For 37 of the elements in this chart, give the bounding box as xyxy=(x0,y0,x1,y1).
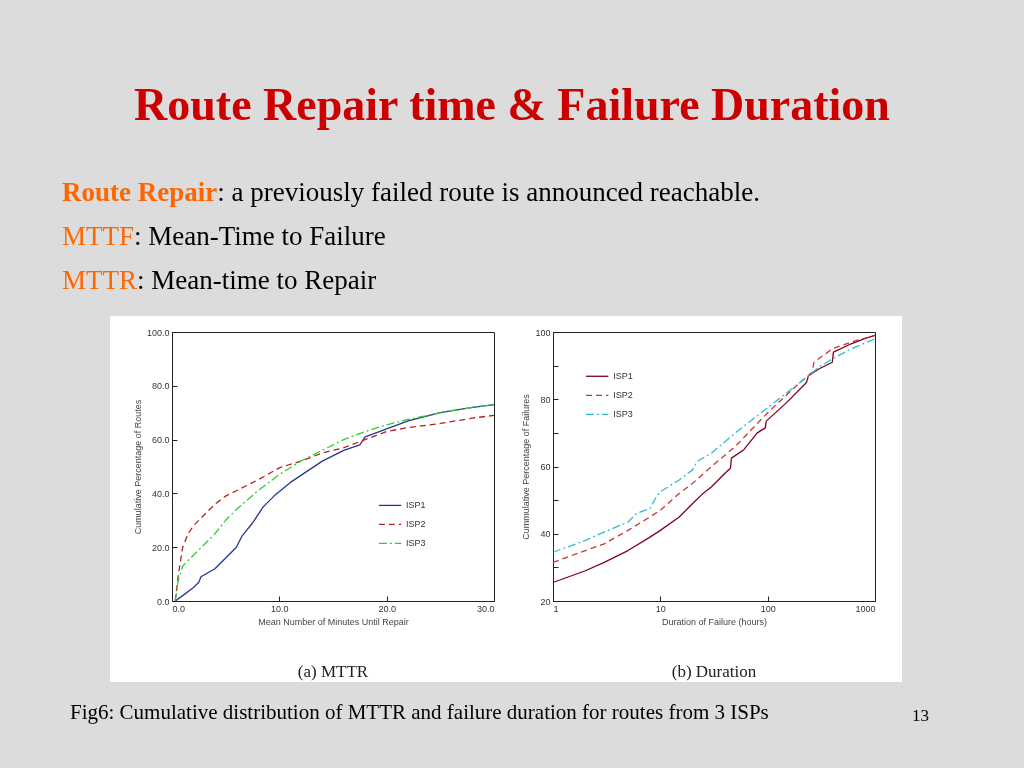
text: Route Repair time & Failure Duration xyxy=(133,78,891,131)
x-axis-title: Duration of Failure (hours) xyxy=(661,616,768,627)
text: (b) Duration xyxy=(671,662,757,681)
x-tick-label: 10 xyxy=(655,603,666,614)
y-tick-label: 40 xyxy=(540,529,551,540)
text: (a) MTTR xyxy=(297,662,369,681)
x-tick-label: 10.0 xyxy=(271,603,289,614)
y-axis-title: Cummulative Percentage of Failures xyxy=(521,393,532,540)
y-tick-label: 60 xyxy=(540,462,551,472)
legend-label: ISP1 xyxy=(613,371,633,382)
y-tick-label: 100.0 xyxy=(146,327,170,338)
y-tick-label: 60.0 xyxy=(151,435,170,446)
y-tick-label: 100 xyxy=(535,327,551,338)
caption: Fig6: Cumulative distribution of MTTR and failure duration for routes from 3 ISPs xyxy=(70,700,769,725)
text: 13 xyxy=(912,706,929,726)
x-tick-label: 100 xyxy=(760,603,776,614)
y-tick-label: 80 xyxy=(540,394,551,405)
y-tick-label: 0.0 xyxy=(156,596,170,607)
y-tick-label: 80.0 xyxy=(151,381,170,392)
text: MTTF: Mean-Time to Failure xyxy=(62,220,387,253)
x-tick-label: 0.0 xyxy=(172,603,186,614)
text: MTTR: Mean-time to Repair xyxy=(62,264,378,297)
y-tick-label: 20 xyxy=(540,596,551,607)
y-axis-title: Cumulative Percentage of Routes xyxy=(132,399,143,535)
x-tick-label: 30.0 xyxy=(476,603,495,614)
y-tick-label: 20.0 xyxy=(151,542,170,553)
x-tick-label: 1000 xyxy=(855,603,876,614)
legend-label: ISP2 xyxy=(406,519,426,530)
x-tick-label: 20.0 xyxy=(378,603,396,614)
legend-label: ISP3 xyxy=(406,538,426,549)
x-tick-label: 1 xyxy=(553,603,559,614)
legend-label: ISP2 xyxy=(613,390,633,401)
x-axis-title: Mean Number of Minutes Until Repair xyxy=(258,616,409,627)
y-tick-label: 40.0 xyxy=(151,488,170,499)
text: Route Repair: a previously failed route is announced reachable. xyxy=(62,176,761,209)
legend-label: ISP3 xyxy=(613,409,633,420)
legend-label: ISP1 xyxy=(406,500,426,511)
